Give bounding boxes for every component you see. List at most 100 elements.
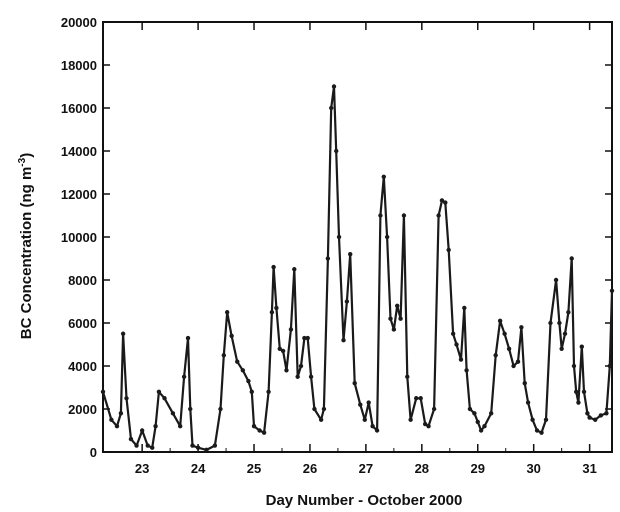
data-point xyxy=(405,374,410,379)
x-tick-label: 29 xyxy=(471,461,485,476)
x-tick-label: 26 xyxy=(303,461,317,476)
y-tick-label: 16000 xyxy=(61,101,97,116)
data-point xyxy=(579,344,584,349)
data-point xyxy=(284,368,289,373)
data-point xyxy=(502,331,507,336)
data-point xyxy=(436,213,441,218)
data-point xyxy=(266,389,271,394)
x-tick-label: 28 xyxy=(415,461,429,476)
data-point xyxy=(462,305,467,311)
data-point xyxy=(506,346,512,351)
data-point xyxy=(571,363,577,369)
x-tick-label: 23 xyxy=(135,461,149,476)
data-point xyxy=(277,346,282,351)
y-axis-title-superscript: -3 xyxy=(17,157,28,166)
data-point xyxy=(418,396,423,401)
data-point xyxy=(559,346,564,351)
data-point xyxy=(274,305,279,311)
data-point xyxy=(181,374,187,379)
data-point xyxy=(543,417,549,422)
data-point xyxy=(170,411,176,416)
data-point xyxy=(384,234,390,240)
data-point xyxy=(366,400,371,405)
data-point xyxy=(329,105,334,111)
data-point xyxy=(114,424,120,429)
data-point xyxy=(292,267,297,272)
data-point xyxy=(321,406,327,412)
data-point xyxy=(422,421,428,427)
y-tick-label: 2000 xyxy=(68,402,97,417)
data-point xyxy=(195,445,201,450)
data-point xyxy=(557,320,562,326)
data-point xyxy=(374,428,380,433)
data-point xyxy=(431,406,437,412)
data-point xyxy=(566,310,571,315)
data-point xyxy=(271,264,276,270)
data-point xyxy=(553,277,559,283)
data-point xyxy=(120,331,126,336)
data-point xyxy=(145,443,150,448)
data-point xyxy=(576,400,581,405)
data-point xyxy=(464,368,469,373)
data-point xyxy=(100,389,106,394)
y-axis-title-close: ) xyxy=(18,153,35,158)
data-point xyxy=(467,406,473,412)
x-tick-label: 27 xyxy=(359,461,373,476)
plot-area: 0 2000 4000 6000 8000 10000 12000 14000 16000 180… xyxy=(61,15,615,476)
data-point xyxy=(139,428,145,433)
y-tick-label: 20000 xyxy=(61,15,97,30)
data-point xyxy=(109,417,114,422)
data-point xyxy=(334,148,339,154)
data-point xyxy=(246,378,251,384)
data-point xyxy=(395,303,400,308)
data-point xyxy=(298,363,304,369)
y-tick-label: 18000 xyxy=(61,58,97,73)
data-point xyxy=(569,256,574,261)
data-point xyxy=(446,247,451,253)
y-tick-label: 4000 xyxy=(68,359,97,374)
data-point xyxy=(251,424,257,429)
data-point xyxy=(475,419,480,425)
data-point xyxy=(162,396,167,401)
data-point xyxy=(308,374,314,379)
data-point xyxy=(458,357,464,362)
x-tick-label: 31 xyxy=(582,461,596,476)
data-point xyxy=(426,424,431,429)
data-point xyxy=(185,335,191,341)
data-point xyxy=(336,234,342,240)
data-point xyxy=(318,417,324,422)
data-point xyxy=(218,406,223,412)
y-tick-label: 12000 xyxy=(61,187,97,202)
y-tick-label: 8000 xyxy=(68,273,97,288)
data-point xyxy=(478,428,484,433)
data-point xyxy=(414,396,419,401)
x-axis-title: Day Number - October 2000 xyxy=(266,492,463,509)
data-point xyxy=(609,288,615,293)
data-point xyxy=(539,430,544,435)
y-tick-label: 14000 xyxy=(61,144,97,159)
data-point xyxy=(450,331,456,336)
data-point xyxy=(249,389,254,394)
data-point xyxy=(177,424,183,429)
data-point xyxy=(344,299,350,304)
data-point xyxy=(381,174,386,179)
data-point xyxy=(295,374,300,379)
data-point xyxy=(488,411,494,416)
data-point xyxy=(522,381,527,386)
data-point xyxy=(401,213,407,218)
data-point xyxy=(497,318,503,324)
data-point xyxy=(261,430,267,435)
data-point xyxy=(341,338,346,343)
data-point xyxy=(439,198,445,203)
y-tick-label: 10000 xyxy=(61,230,97,245)
data-point xyxy=(391,327,397,332)
data-point xyxy=(212,443,218,448)
x-tick-label: 25 xyxy=(247,461,261,476)
data-point xyxy=(124,396,129,401)
data-point xyxy=(224,310,230,315)
data-point xyxy=(587,415,592,420)
data-point xyxy=(585,411,590,416)
data-point xyxy=(302,335,307,341)
data-point xyxy=(472,411,477,416)
